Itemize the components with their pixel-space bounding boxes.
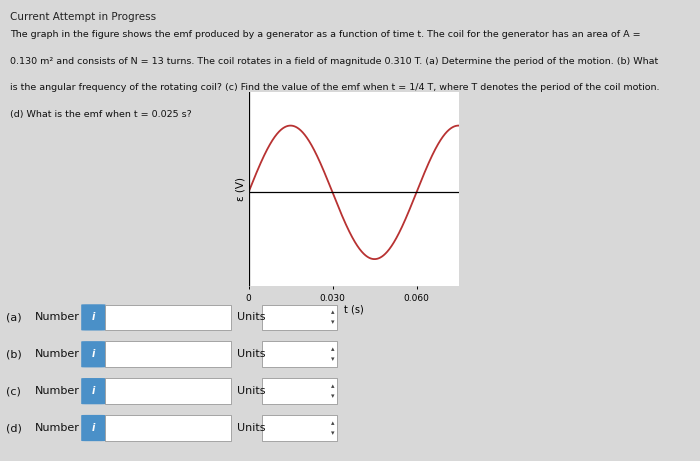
Text: (b): (b) <box>6 349 22 359</box>
Text: Number: Number <box>35 386 80 396</box>
Text: Units: Units <box>237 423 265 433</box>
FancyBboxPatch shape <box>105 342 231 367</box>
Text: i: i <box>92 349 95 359</box>
FancyBboxPatch shape <box>105 378 231 404</box>
Text: ▾: ▾ <box>332 319 335 325</box>
Text: is the angular frequency of the rotating coil? (c) Find the value of the emf whe: is the angular frequency of the rotating… <box>10 83 660 93</box>
Text: i: i <box>92 386 95 396</box>
X-axis label: t (s): t (s) <box>344 305 363 314</box>
Text: (d): (d) <box>6 423 22 433</box>
Text: ▾: ▾ <box>332 393 335 399</box>
Text: i: i <box>92 313 95 322</box>
Text: ▴: ▴ <box>332 346 335 352</box>
FancyBboxPatch shape <box>262 342 337 367</box>
Text: (c): (c) <box>6 386 20 396</box>
Text: (d) What is the emf when t = 0.025 s?: (d) What is the emf when t = 0.025 s? <box>10 110 192 119</box>
FancyBboxPatch shape <box>262 305 337 330</box>
FancyBboxPatch shape <box>105 305 231 330</box>
FancyBboxPatch shape <box>262 415 337 441</box>
Text: Number: Number <box>35 423 80 433</box>
Text: ▴: ▴ <box>332 309 335 315</box>
Text: 0.130 m² and consists of N = 13 turns. The coil rotates in a field of magnitude : 0.130 m² and consists of N = 13 turns. T… <box>10 57 659 66</box>
FancyBboxPatch shape <box>81 341 106 367</box>
FancyBboxPatch shape <box>81 415 106 441</box>
Text: Units: Units <box>237 349 265 359</box>
Text: Current Attempt in Progress: Current Attempt in Progress <box>10 12 157 22</box>
Text: ▾: ▾ <box>332 430 335 436</box>
Text: Units: Units <box>237 386 265 396</box>
Text: ▴: ▴ <box>332 420 335 426</box>
Text: ▾: ▾ <box>332 356 335 362</box>
Text: i: i <box>92 423 95 433</box>
Text: (a): (a) <box>6 313 21 322</box>
Text: Units: Units <box>237 313 265 322</box>
Text: Number: Number <box>35 349 80 359</box>
Text: The graph in the figure shows the emf produced by a generator as a function of t: The graph in the figure shows the emf pr… <box>10 30 641 39</box>
FancyBboxPatch shape <box>81 304 106 331</box>
Text: ▴: ▴ <box>332 383 335 389</box>
Y-axis label: ε (V): ε (V) <box>236 177 246 201</box>
Text: Number: Number <box>35 313 80 322</box>
FancyBboxPatch shape <box>262 378 337 404</box>
FancyBboxPatch shape <box>105 415 231 441</box>
FancyBboxPatch shape <box>81 378 106 404</box>
